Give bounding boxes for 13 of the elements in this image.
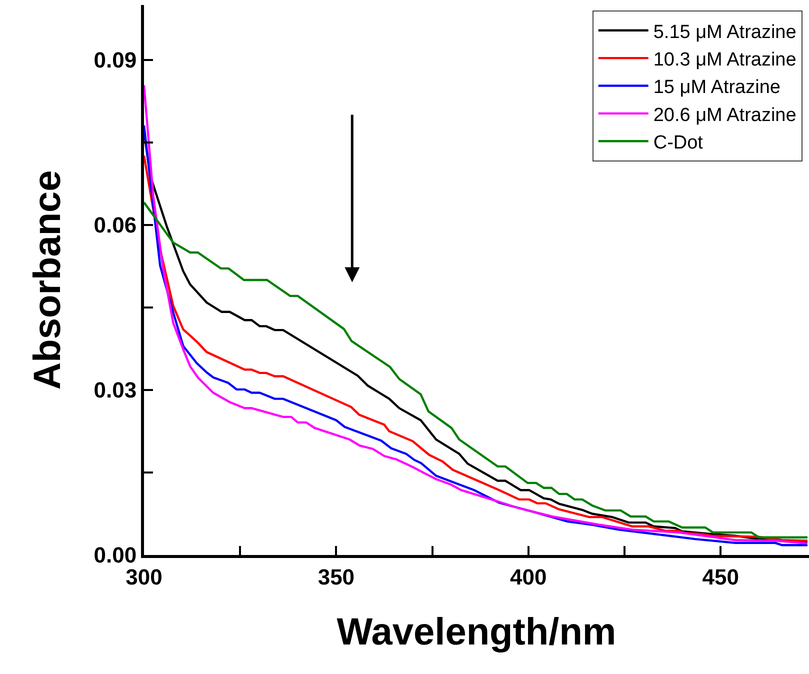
legend-label: 20.6 μM Atrazine bbox=[653, 104, 796, 126]
x-axis-title: Wavelength/nm bbox=[336, 612, 616, 654]
y-axis-title: Absorbance bbox=[26, 170, 69, 390]
legend-label: C-Dot bbox=[653, 132, 704, 154]
y-tick-label: 0.03 bbox=[94, 378, 137, 403]
x-tick-label: 400 bbox=[510, 564, 547, 590]
x-tick-label: 450 bbox=[702, 564, 739, 590]
legend-label: 15 μM Atrazine bbox=[653, 77, 780, 98]
y-tick-label: 0.06 bbox=[94, 212, 137, 238]
legend-label: 5.15 μM Atrazine bbox=[653, 22, 796, 43]
x-tick-label: 350 bbox=[318, 564, 355, 590]
y-tick-label: 0.09 bbox=[94, 48, 137, 73]
legend-label: 10.3 μM Atrazine bbox=[653, 49, 796, 70]
